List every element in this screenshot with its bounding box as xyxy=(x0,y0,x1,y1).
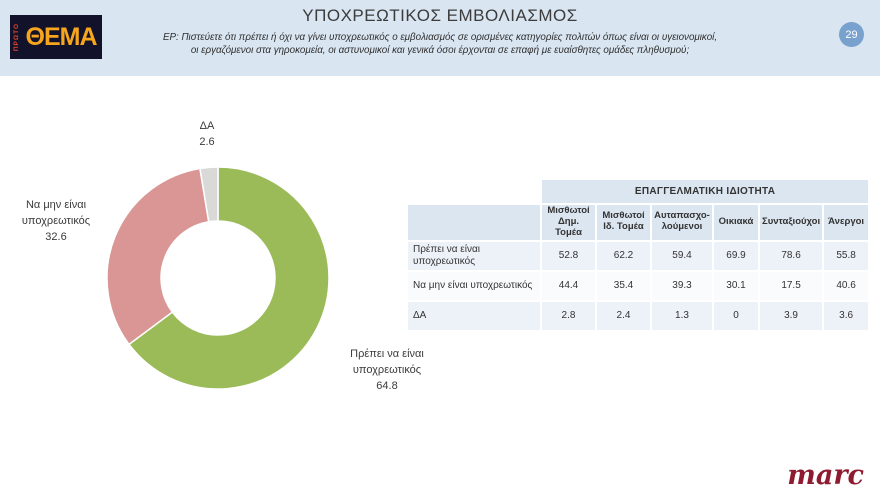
table-value-cell: 39.3 xyxy=(650,269,714,302)
survey-question: ΕΡ: Πιστεύετε ότι πρέπει ή όχι να γίνει … xyxy=(120,31,760,57)
table-value-cell: 0 xyxy=(712,299,760,332)
table-row-1: Να μην είναι υποχρεωτικός 44.4 35.4 39.3 30.… xyxy=(406,269,871,302)
donut-label-yes-text: Πρέπει να είναι υποχρεωτικός xyxy=(350,348,424,376)
table-column-header-3: Οικιακά xyxy=(712,203,760,242)
donut-segment-2 xyxy=(199,166,219,223)
donut-label-da-value: 2.6 xyxy=(199,135,215,148)
table-row-0: Πρέπει να είναι υποχρεωτικός 52.8 62.2 59.4… xyxy=(406,239,871,272)
table-row-2: ΔΑ 2.8 2.4 1.3 0 3.9 3.6 xyxy=(406,299,871,332)
table-group-row: ΕΠΑΓΓΕΛΜΑΤΙΚΗ ΙΔΙΟΤΗΤΑ xyxy=(406,178,871,205)
survey-question-line2: οι εργαζόμενοι στα γηροκομεία, οι αστυνο… xyxy=(190,45,690,57)
donut-chart xyxy=(106,166,330,390)
table-column-header-5: Άνεργοι xyxy=(822,203,871,242)
table-value-cell: 2.4 xyxy=(595,299,652,332)
donut-label-da: ΔΑ 2.6 xyxy=(172,119,242,151)
donut-label-no: Να μην είναι υποχρεωτικός 32.6 xyxy=(8,198,104,246)
table-group-header: ΕΠΑΓΓΕΛΜΑΤΙΚΗ ΙΔΙΟΤΗΤΑ xyxy=(539,178,871,205)
logo-proto-text: ΠΡΩΤΟ xyxy=(13,22,20,52)
donut-label-no-text: Να μην είναι υποχρεωτικός xyxy=(21,199,91,227)
table-column-header-0: Μισθωτοί Δημ. Τομέα xyxy=(540,203,597,242)
table-column-header-1: Μισθωτοί Ιδ. Τομέα xyxy=(595,203,652,242)
header: ΠΡΩΤΟ ΘΕΜΑ ΥΠΟΧΡΕΩΤΙΚΟΣ ΕΜΒΟΛΙΑΣΜΟΣ ΕΡ: … xyxy=(0,0,880,76)
table-value-cell: 69.9 xyxy=(712,239,760,272)
table-value-cell: 62.2 xyxy=(595,239,652,272)
title-block: ΥΠΟΧΡΕΩΤΙΚΟΣ ΕΜΒΟΛΙΑΣΜΟΣ ΕΡ: Πιστεύετε ό… xyxy=(120,6,760,57)
table-value-cell: 40.6 xyxy=(822,269,871,302)
table-value-cell: 17.5 xyxy=(757,269,825,302)
table-corner-cell xyxy=(406,178,542,205)
table-value-cell: 59.4 xyxy=(650,239,714,272)
donut-segment-0 xyxy=(127,166,330,390)
table-label-column-header xyxy=(406,203,542,242)
slide-number-badge: 29 xyxy=(839,22,864,47)
logo-thema-text: ΘΕΜΑ xyxy=(25,22,98,51)
donut-label-yes-value: 64.8 xyxy=(376,379,398,392)
donut-segment-1 xyxy=(106,167,210,346)
table-value-cell: 2.8 xyxy=(540,299,597,332)
donut-label-yes: Πρέπει να είναι υποχρεωτικός 64.8 xyxy=(334,347,440,395)
donut-label-da-text: ΔΑ xyxy=(199,120,215,132)
crosstab-table-container: ΕΠΑΓΓΕΛΜΑΤΙΚΗ ΙΔΙΟΤΗΤΑ Μισθωτοί Δημ. Τομέ… xyxy=(406,178,871,332)
table-row-label: ΔΑ xyxy=(406,299,542,332)
survey-question-line1: ΕΡ: Πιστεύετε ότι πρέπει ή όχι να γίνει … xyxy=(162,32,718,43)
donut-label-no-value: 32.6 xyxy=(45,230,67,243)
table-value-cell: 35.4 xyxy=(595,269,652,302)
table-column-header-2: Αυταπασχο-λούμενοι xyxy=(650,203,714,242)
table-column-header-4: Συνταξιούχοι xyxy=(757,203,825,242)
table-value-cell: 55.8 xyxy=(822,239,871,272)
page-title: ΥΠΟΧΡΕΩΤΙΚΟΣ ΕΜΒΟΛΙΑΣΜΟΣ xyxy=(302,6,578,25)
table-value-cell: 3.6 xyxy=(822,299,871,332)
table-row-label: Πρέπει να είναι υποχρεωτικός xyxy=(406,239,542,272)
crosstab-table: ΕΠΑΓΓΕΛΜΑΤΙΚΗ ΙΔΙΟΤΗΤΑ Μισθωτοί Δημ. Τομέ… xyxy=(406,178,871,332)
proto-thema-logo: ΠΡΩΤΟ ΘΕΜΑ xyxy=(10,15,102,59)
table-row-label: Να μην είναι υποχρεωτικός xyxy=(406,269,542,302)
table-value-cell: 1.3 xyxy=(650,299,714,332)
marc-logo: marc xyxy=(787,460,864,491)
table-header-row: Μισθωτοί Δημ. Τομέα Μισθωτοί Ιδ. Τομέα Αυτ… xyxy=(406,203,871,242)
table-value-cell: 44.4 xyxy=(540,269,597,302)
table-value-cell: 30.1 xyxy=(712,269,760,302)
table-value-cell: 52.8 xyxy=(540,239,597,272)
table-value-cell: 78.6 xyxy=(757,239,825,272)
table-value-cell: 3.9 xyxy=(757,299,825,332)
